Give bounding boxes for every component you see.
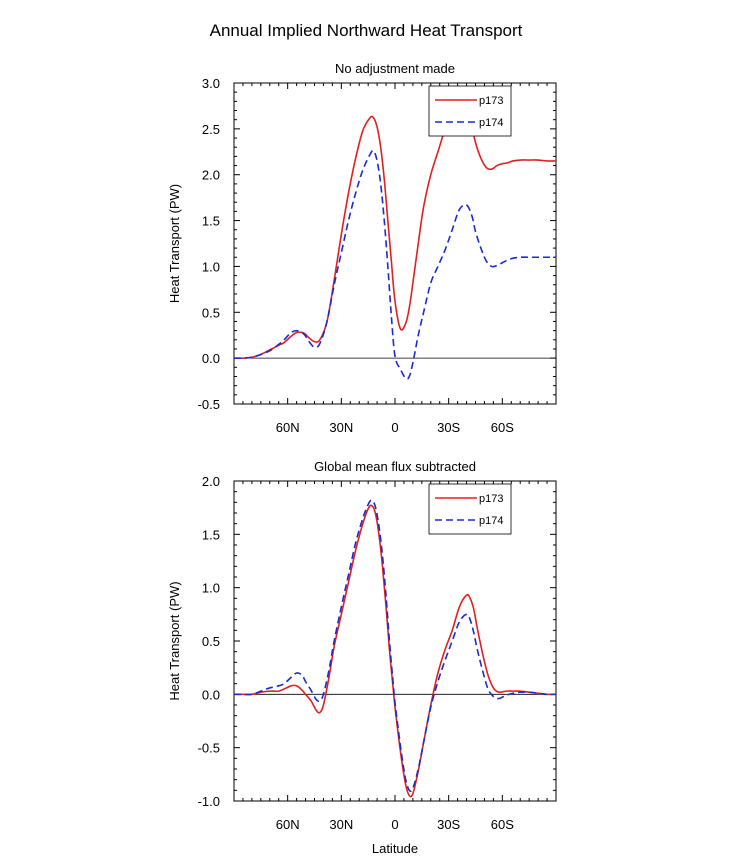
y-tick-label: 1.5 bbox=[202, 214, 220, 229]
series-line-p174 bbox=[234, 149, 556, 380]
x-tick-label: 60N bbox=[276, 817, 300, 832]
y-tick-label: 0.0 bbox=[202, 687, 220, 702]
series-line-p173 bbox=[234, 504, 556, 798]
x-tick-label: 30N bbox=[329, 420, 353, 435]
series-line-p174 bbox=[234, 499, 556, 793]
series-line-p173 bbox=[234, 105, 556, 360]
x-tick-label: 60S bbox=[491, 817, 514, 832]
x-tick-label: 0 bbox=[391, 420, 398, 435]
legend-label-p173: p173 bbox=[479, 493, 503, 505]
y-tick-label: 1.5 bbox=[202, 527, 220, 542]
y-tick-label: -1.0 bbox=[198, 794, 220, 809]
y-tick-label: 1.0 bbox=[202, 259, 220, 274]
x-tick-label: 60S bbox=[491, 420, 514, 435]
legend-label-p174: p174 bbox=[479, 515, 503, 527]
y-tick-label: 2.5 bbox=[202, 122, 220, 137]
y-tick-label: 2.0 bbox=[202, 474, 220, 489]
y-tick-label: -0.5 bbox=[198, 397, 220, 412]
y-tick-label: 3.0 bbox=[202, 76, 220, 91]
x-tick-label: 60N bbox=[276, 420, 300, 435]
legend-box bbox=[428, 483, 512, 535]
y-axis-label: Heat Transport (PW) bbox=[167, 184, 182, 303]
y-tick-label: 2.0 bbox=[202, 168, 220, 183]
x-tick-label: 30S bbox=[437, 817, 460, 832]
y-axis-label: Heat Transport (PW) bbox=[167, 581, 182, 700]
chart-subtitle: Global mean flux subtracted bbox=[314, 459, 476, 474]
y-tick-label: 0.5 bbox=[202, 634, 220, 649]
legend-label-p174: p174 bbox=[479, 117, 503, 129]
x-tick-label: 30S bbox=[437, 420, 460, 435]
y-tick-label: -0.5 bbox=[198, 741, 220, 756]
y-tick-label: 0.5 bbox=[202, 305, 220, 320]
y-tick-label: 1.0 bbox=[202, 581, 220, 596]
chart-main-title: Annual Implied Northward Heat Transport bbox=[209, 21, 523, 40]
chart-subtitle: No adjustment made bbox=[335, 61, 455, 76]
x-axis-label: Latitude bbox=[372, 841, 418, 856]
y-tick-label: 0.0 bbox=[202, 351, 220, 366]
legend-box bbox=[428, 85, 512, 137]
legend-label-p173: p173 bbox=[479, 95, 503, 107]
x-tick-label: 0 bbox=[391, 817, 398, 832]
x-tick-label: 30N bbox=[329, 817, 353, 832]
